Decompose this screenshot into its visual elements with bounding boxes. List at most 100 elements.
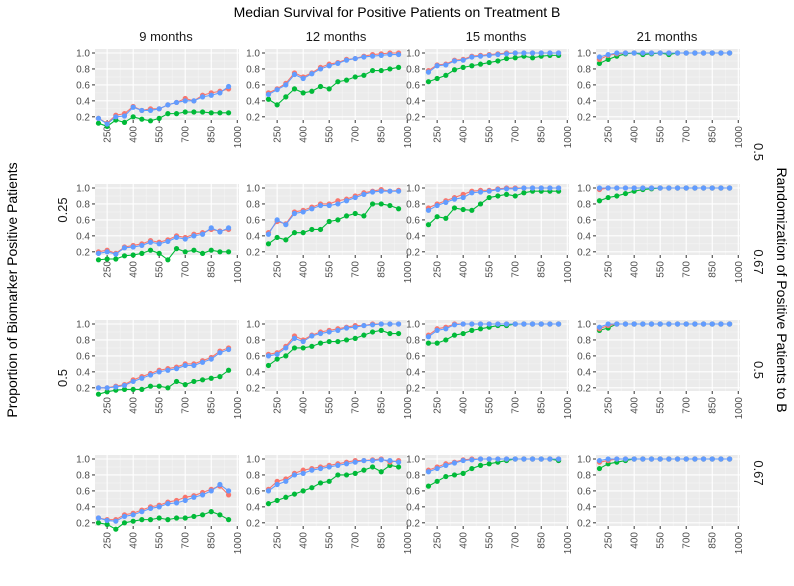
data-point-blue [182,362,188,369]
data-point-blue [640,185,646,191]
y-tick-label: 0.6 [406,351,420,362]
data-point-green [283,237,289,243]
x-tick-label: 250 [433,261,444,278]
y-tick-label: 0.6 [406,80,420,91]
data-point-blue [521,456,527,462]
x-tick-label: 550 [485,261,496,278]
data-point-green [130,386,136,392]
y-tick-label: 0.2 [406,518,420,529]
data-point-blue [425,69,432,75]
x-tick-label: 850 [537,126,548,143]
x-tick-label: 1000 [403,261,414,284]
data-point-green [208,110,214,116]
facet-panel: 0.2 0.4 0.6 0.8 1.0 250 400 550 700 850 1000 [406,454,574,554]
x-tick-label: 400 [299,261,310,278]
data-point-blue [555,456,562,462]
data-point-green [225,367,232,373]
data-point-blue [700,456,707,462]
facet-panel: 0.2 0.4 0.6 0.8 1.0 250 400 550 700 850 1000 [76,319,244,419]
data-point-blue [521,50,527,56]
y-tick-label: 0.2 [246,383,260,394]
data-point-green [443,337,449,343]
x-tick-label: 1000 [734,261,745,284]
facet-panel: 0.2 0.4 0.6 0.8 1.0 250 400 550 700 850 1000 [76,48,244,148]
data-point-blue [378,321,384,327]
x-tick-label: 400 [129,532,140,549]
data-point-green [512,193,518,199]
y-tick-label: 0.2 [76,383,90,394]
y-tick-label: 0.4 [406,502,420,513]
x-tick-label: 700 [682,126,693,143]
data-point-green [460,330,466,337]
data-point-blue [469,190,475,196]
series-line-green [268,329,399,366]
data-point-green [343,337,350,343]
data-point-blue [291,335,298,341]
data-point-blue [352,324,358,330]
data-point-green [217,512,223,518]
y-tick-label: 0.8 [76,64,90,75]
data-point-blue [113,251,119,257]
y-tick-label: 0.8 [246,470,260,481]
x-tick-label: 850 [377,126,388,143]
data-point-green [425,79,432,85]
data-point-blue [387,321,393,327]
y-tick-label: 1.0 [76,183,90,194]
series-line-green [98,247,229,261]
data-point-green [469,63,475,69]
data-point-green [191,247,197,253]
data-point-green [309,343,315,349]
data-point-blue [317,66,324,72]
data-point-green [596,60,603,66]
x-tick-label: 400 [299,126,310,143]
series-line-blue [599,323,730,328]
x-tick-label: 850 [708,397,719,414]
data-point-green [265,362,272,369]
y-tick-label: 0.4 [76,96,90,107]
data-point-blue [165,367,171,373]
data-point-blue [274,351,280,357]
data-point-blue [199,231,206,237]
data-point-green [274,102,280,108]
data-point-green [326,86,332,92]
data-point-blue [309,206,315,212]
x-tick-label: 700 [351,126,362,143]
y-tick-label: 0.2 [406,247,420,258]
series-line-red [98,347,229,389]
data-point-blue [555,185,562,191]
data-point-blue [605,185,611,191]
data-point-green [291,230,298,236]
data-point-blue [156,504,162,510]
y-tick-label: 0.2 [577,383,591,394]
x-tick-label: 550 [325,261,336,278]
data-point-blue [718,50,724,56]
y-tick-label: 1.0 [76,319,90,330]
series-line-blue [267,190,399,235]
data-point-green [291,491,298,497]
y-tick-label: 0.8 [577,64,591,75]
data-point-green [139,116,145,122]
data-point-blue [139,107,145,114]
data-point-green [451,205,458,211]
y-tick-label: 0.8 [577,199,591,210]
data-point-green [343,213,350,219]
col-facet-label: 21 months [637,29,698,44]
data-point-blue [95,515,102,521]
data-point-green [156,515,162,521]
y-tick-label: 1.0 [406,48,420,59]
data-point-green [378,327,384,333]
data-point-green [529,55,536,61]
chart-title: Median Survival for Positive Patients on… [234,4,561,20]
data-point-blue [547,456,553,462]
data-point-blue [631,456,637,462]
y-tick-label: 0.4 [76,502,90,513]
data-point-blue [521,321,527,327]
y-tick-label: 0.6 [246,215,260,226]
data-point-green [335,217,341,223]
x-tick-label: 850 [377,532,388,549]
y-tick-label: 1.0 [577,48,591,59]
data-point-blue [208,225,214,231]
data-point-green [191,378,197,385]
data-point-green [113,256,119,262]
